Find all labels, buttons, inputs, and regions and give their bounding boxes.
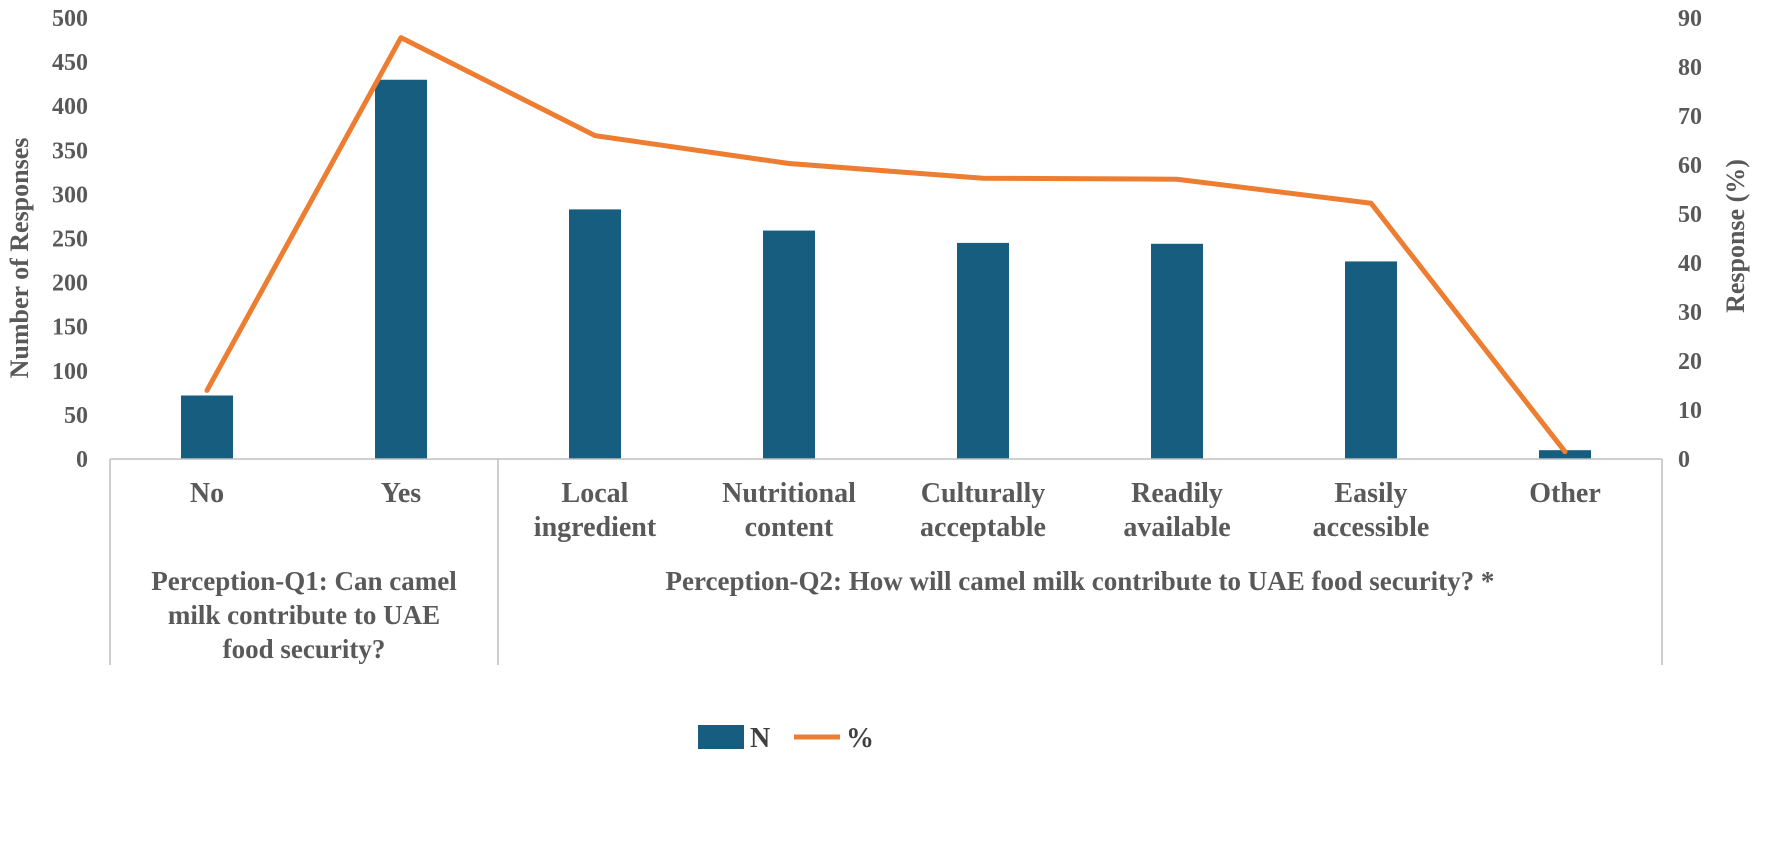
category-label-line: Nutritional bbox=[722, 478, 856, 509]
bar-series-n bbox=[181, 79, 1591, 460]
group-label-line: Perception-Q2: How will camel milk contr… bbox=[666, 566, 1495, 596]
y2-tick-label: 40 bbox=[1678, 251, 1702, 277]
category-label-line: No bbox=[190, 478, 224, 509]
category-label-line: Local bbox=[562, 478, 629, 509]
percent-line bbox=[204, 35, 1568, 455]
percent-point bbox=[788, 163, 790, 165]
y2-tick-label: 80 bbox=[1678, 55, 1702, 81]
group-label: Perception-Q2: How will camel milk contr… bbox=[666, 566, 1495, 596]
y2-tick-label: 90 bbox=[1678, 6, 1702, 32]
category-label-line: Culturally bbox=[921, 478, 1045, 509]
legend-swatch-n bbox=[698, 725, 744, 749]
y2-axis-title: Response (%) bbox=[1721, 159, 1750, 313]
percent-point bbox=[1370, 202, 1372, 204]
bar-5 bbox=[957, 242, 1009, 459]
group-labels: Perception-Q1: Can camel milk contribute … bbox=[151, 566, 1494, 664]
legend: N% bbox=[698, 723, 874, 754]
y2-tick-label: 60 bbox=[1678, 153, 1702, 179]
left-axis-ticks: 0 50 100 150 200 250 300 350 400 450 500 bbox=[52, 6, 88, 473]
category-label: Yes bbox=[381, 478, 422, 509]
y-tick-label: 50 bbox=[64, 403, 88, 429]
bar-4 bbox=[763, 230, 815, 459]
y-tick-label: 500 bbox=[52, 6, 88, 32]
percent-point bbox=[982, 177, 984, 179]
group-label-line: Perception-Q1: Can camel bbox=[151, 566, 457, 596]
group-label-line: food security? bbox=[223, 634, 386, 664]
y2-tick-label: 70 bbox=[1678, 104, 1702, 130]
line-series-percent bbox=[204, 35, 1568, 455]
group-label-line: milk contribute to UAE bbox=[168, 600, 440, 630]
category-label-line: Readily bbox=[1131, 478, 1223, 509]
category-label: Other bbox=[1529, 478, 1601, 509]
y2-tick-label: 30 bbox=[1678, 300, 1702, 326]
y2-tick-label: 10 bbox=[1678, 398, 1702, 424]
y-axis-title: Number of Responses bbox=[5, 138, 34, 379]
category-label-line: accessible bbox=[1313, 512, 1430, 543]
y-tick-label: 150 bbox=[52, 315, 88, 341]
y2-tick-label: 50 bbox=[1678, 202, 1702, 228]
percent-point bbox=[400, 37, 402, 39]
legend-label-n: N bbox=[750, 723, 770, 754]
y-tick-label: 0 bbox=[76, 447, 88, 473]
legend-label-percent: % bbox=[846, 723, 874, 754]
bar-8 bbox=[1539, 450, 1591, 459]
y2-tick-label: 20 bbox=[1678, 349, 1702, 375]
category-labels: No Yes Local ingredient Nutritional content Cu… bbox=[190, 478, 1601, 543]
percent-point bbox=[1564, 451, 1566, 453]
category-label: Easily accessible bbox=[1313, 478, 1430, 543]
category-label-line: Easily bbox=[1334, 478, 1407, 509]
category-label: No bbox=[190, 478, 224, 509]
group-label: Perception-Q1: Can camel milk contribute … bbox=[151, 566, 457, 664]
bar-1 bbox=[181, 395, 233, 459]
y-tick-label: 350 bbox=[52, 138, 88, 164]
y-tick-label: 300 bbox=[52, 182, 88, 208]
y-tick-label: 450 bbox=[52, 50, 88, 76]
percent-point bbox=[594, 135, 596, 137]
category-label-line: available bbox=[1123, 512, 1230, 543]
category-label-line: Other bbox=[1529, 478, 1601, 509]
y-tick-label: 200 bbox=[52, 271, 88, 297]
category-axis-frame bbox=[109, 458, 1663, 665]
category-label-line: content bbox=[745, 512, 834, 543]
category-label-line: acceptable bbox=[920, 512, 1046, 543]
category-label-line: ingredient bbox=[534, 512, 657, 543]
bar-6 bbox=[1151, 243, 1203, 459]
bar-2 bbox=[375, 79, 427, 460]
category-label: Culturally acceptable bbox=[920, 478, 1046, 543]
y-tick-label: 400 bbox=[52, 94, 88, 120]
category-label: Readily available bbox=[1123, 478, 1230, 543]
category-label-line: Yes bbox=[381, 478, 422, 509]
category-label: Nutritional content bbox=[722, 478, 856, 543]
category-label: Local ingredient bbox=[534, 478, 657, 543]
y2-tick-label: 0 bbox=[1678, 447, 1690, 473]
bar-3 bbox=[569, 209, 621, 459]
right-axis-ticks: 0 10 20 30 40 50 60 70 80 90 bbox=[1678, 6, 1702, 473]
percent-point bbox=[206, 389, 208, 391]
bar-7 bbox=[1345, 261, 1397, 459]
y-tick-label: 100 bbox=[52, 359, 88, 385]
percent-point bbox=[1176, 178, 1178, 180]
y-tick-label: 250 bbox=[52, 227, 88, 253]
